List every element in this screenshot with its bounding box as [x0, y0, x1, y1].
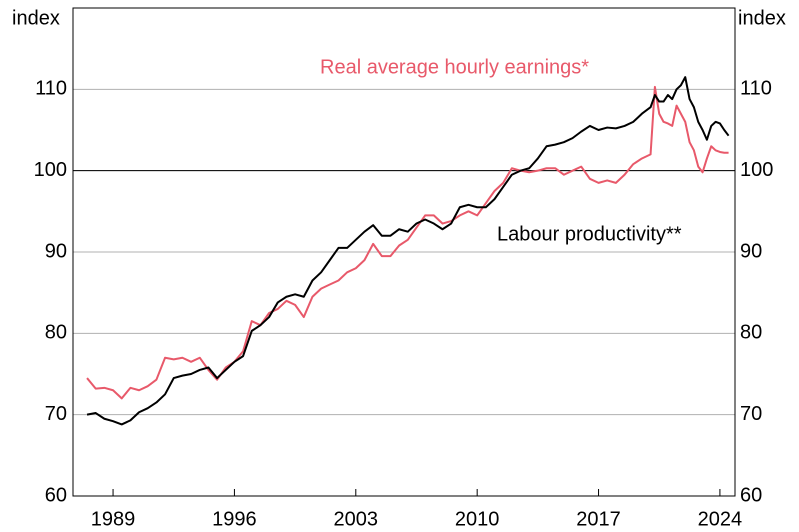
y-tick-label: 60 [45, 484, 67, 506]
y-tick-label: 110 [35, 78, 67, 100]
x-tick-label: 2024 [698, 508, 743, 530]
annotation: Labour productivity** [497, 223, 682, 245]
y-tick-label: 100 [34, 159, 67, 181]
y2-tick-label: 80 [740, 322, 762, 344]
y2-axis-label: index [738, 7, 786, 29]
y2-tick-label: 110 [740, 78, 772, 100]
x-tick-label: 2010 [455, 508, 500, 530]
y-tick-label: 90 [45, 240, 67, 262]
x-tick-label: 1989 [91, 508, 136, 530]
y-tick-label: 70 [45, 403, 67, 425]
x-tick-label: 1996 [212, 508, 257, 530]
x-tick-label: 2003 [334, 508, 379, 530]
y2-tick-label: 70 [740, 403, 762, 425]
y2-tick-label: 90 [740, 240, 762, 262]
y2-tick-label: 60 [740, 484, 762, 506]
x-tick-label: 2017 [576, 508, 621, 530]
series-line [86, 76, 730, 426]
annotation: Real average hourly earnings* [320, 56, 589, 78]
y-axis-label: index [12, 7, 60, 29]
y-tick-label: 80 [45, 322, 67, 344]
y2-tick-label: 100 [740, 159, 773, 181]
plot-frame [72, 7, 736, 497]
